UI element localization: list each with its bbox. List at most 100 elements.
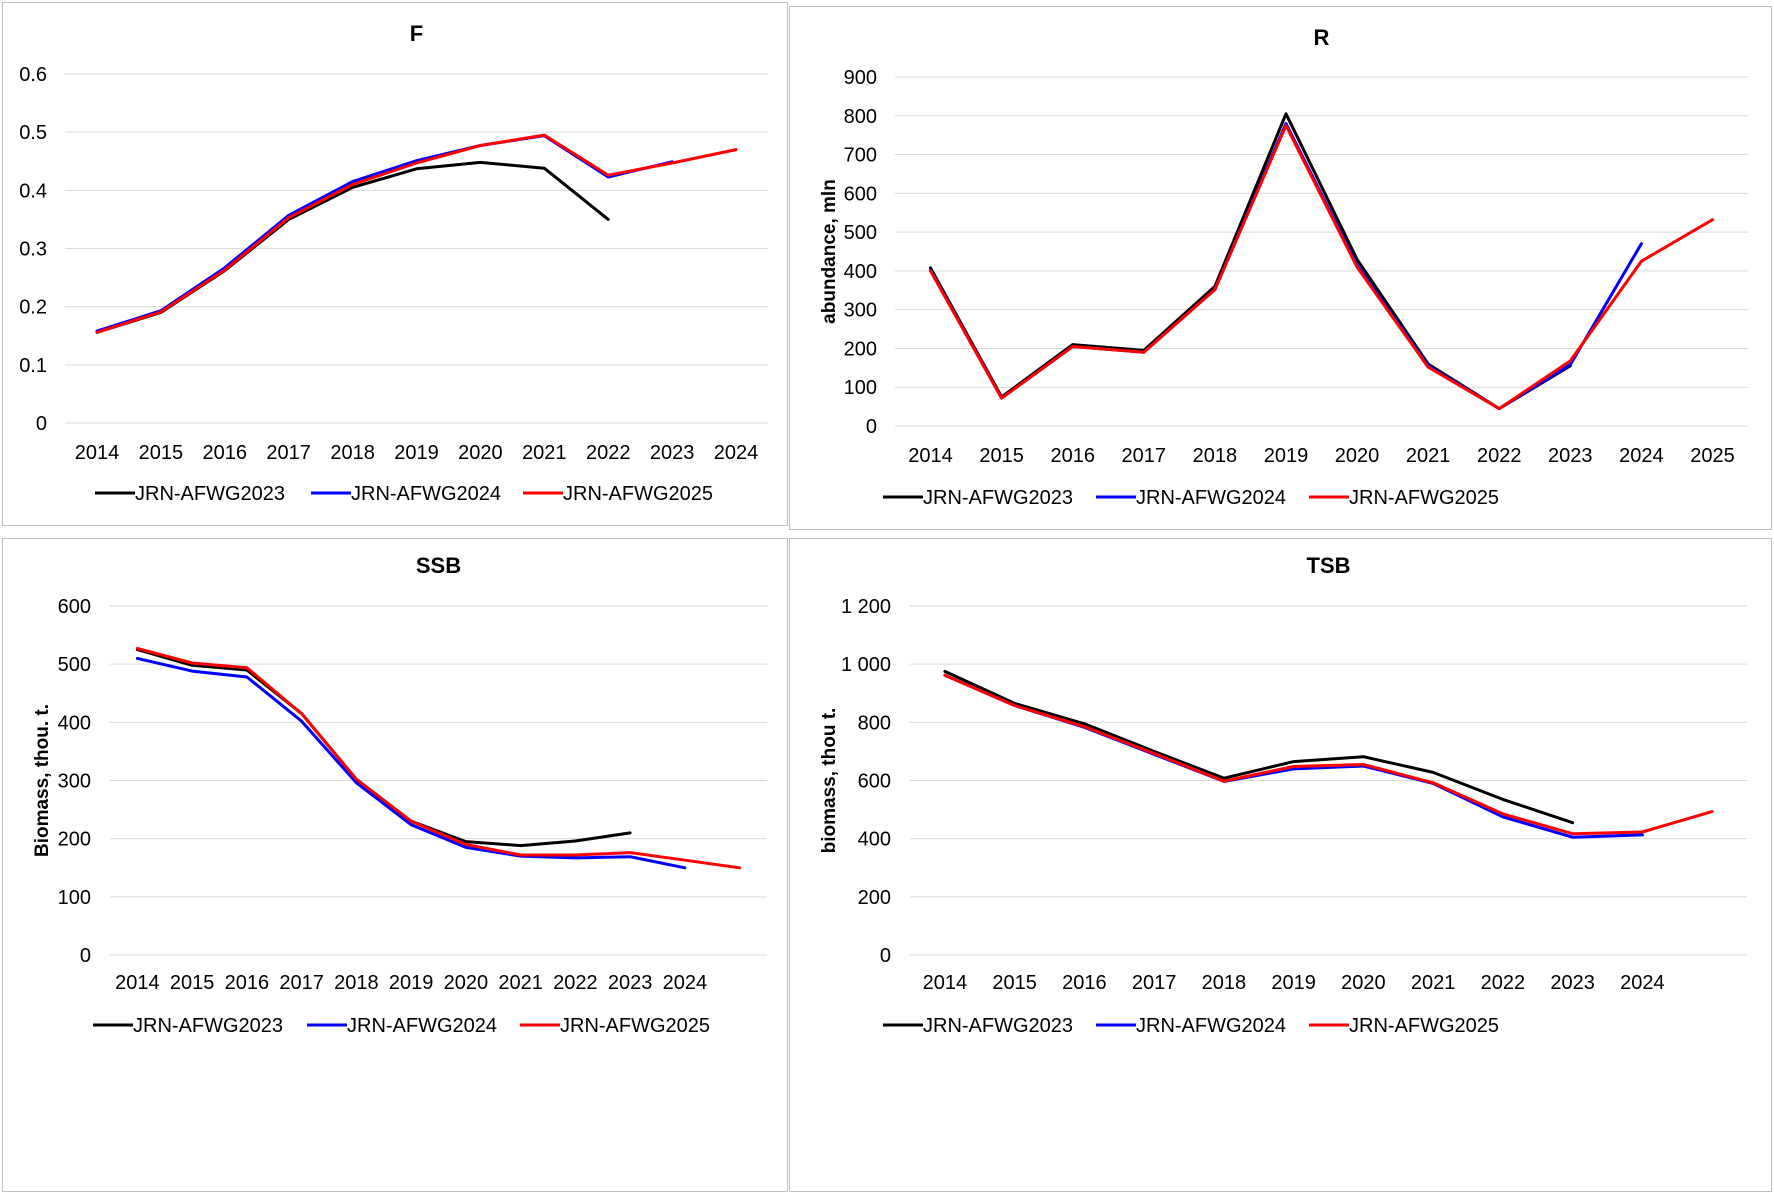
legend-label-r-jrn-afwg2025: JRN-AFWG2025 xyxy=(1349,487,1499,509)
x-tick-label-f: 2019 xyxy=(394,442,439,464)
x-tick-label-r: 2020 xyxy=(1335,445,1380,467)
y-tick-label-r: 0 xyxy=(866,416,877,438)
legend-label-r-jrn-afwg2024: JRN-AFWG2024 xyxy=(1136,487,1286,509)
x-tick-label-ssb: 2015 xyxy=(170,972,215,994)
x-tick-label-f: 2023 xyxy=(650,442,695,464)
chart-panel-f: F 0 0.1 0.2 0.3 0.4 0.5 0.6 2014 2015 2016 2017 2018… xyxy=(2,2,788,526)
x-tick-label-f: 2024 xyxy=(714,442,759,464)
x-tick-label-tsb: 2019 xyxy=(1271,972,1316,994)
y-tick-label-tsb: 600 xyxy=(858,771,891,793)
x-tick-label-ssb: 2024 xyxy=(663,972,708,994)
x-tick-label-ssb: 2017 xyxy=(279,972,324,994)
series-line-r-jrn-afwg2024 xyxy=(929,122,1643,411)
x-tick-label-r: 2021 xyxy=(1406,445,1451,467)
chart-f: F 0 0.1 0.2 0.3 0.4 0.5 0.6 2014 2015 2016 2017 2018… xyxy=(19,21,768,505)
x-tick-label-ssb: 2022 xyxy=(553,972,598,994)
series-line-tsb-jrn-afwg2025 xyxy=(943,673,1714,836)
series-line-f-jrn-afwg2024 xyxy=(95,134,674,333)
chart-tsb: TSB 0 200 400 600 800 1 000 1 200 2014 2015 2016 20… xyxy=(819,553,1747,1037)
chart-title-f: F xyxy=(410,21,423,46)
y-tick-label-f: 0.2 xyxy=(19,297,47,319)
y-tick-label-r: 700 xyxy=(844,145,877,167)
y-tick-label-tsb: 1 200 xyxy=(841,596,891,618)
x-tick-label-tsb: 2024 xyxy=(1620,972,1665,994)
y-tick-label-ssb: 600 xyxy=(58,596,91,618)
y-axis-label-tsb: biomass, thou t. xyxy=(819,708,840,854)
x-tick-label-ssb: 2016 xyxy=(225,972,270,994)
x-tick-label-tsb: 2015 xyxy=(992,972,1037,994)
x-tick-label-r: 2019 xyxy=(1264,445,1309,467)
y-tick-label-f: 0.1 xyxy=(19,355,47,377)
y-tick-label-r: 400 xyxy=(844,261,877,283)
x-tick-label-tsb: 2017 xyxy=(1132,972,1177,994)
x-tick-label-ssb: 2014 xyxy=(115,972,160,994)
chart-panel-tsb: TSB 0 200 400 600 800 1 000 1 200 2014 2015 2016 20… xyxy=(789,538,1772,1192)
y-tick-label-r: 800 xyxy=(844,106,877,128)
x-tick-label-f: 2016 xyxy=(203,442,248,464)
chart-panel-r: R 0 100 200 300 400 500 600 700 800 900 2014 2015 201… xyxy=(789,6,1772,530)
x-tick-label-r: 2017 xyxy=(1122,445,1167,467)
chart-panel-ssb: SSB 0 100 200 300 400 500 600 2014 2015 2016 2017 20… xyxy=(2,538,788,1192)
x-tick-label-tsb: 2021 xyxy=(1411,972,1456,994)
chart-ssb: SSB 0 100 200 300 400 500 600 2014 2015 2016 2017 20… xyxy=(32,553,767,1037)
x-tick-label-r: 2025 xyxy=(1690,445,1735,467)
x-tick-label-tsb: 2018 xyxy=(1202,972,1247,994)
y-tick-label-r: 900 xyxy=(844,67,877,89)
x-tick-label-ssb: 2020 xyxy=(444,972,489,994)
legend-label-ssb-jrn-afwg2024: JRN-AFWG2024 xyxy=(347,1015,497,1037)
x-tick-label-r: 2015 xyxy=(979,445,1024,467)
y-axis-label-r: abundance, mln xyxy=(819,179,840,324)
x-tick-label-tsb: 2014 xyxy=(923,972,968,994)
series-line-r-jrn-afwg2025 xyxy=(929,124,1714,411)
chart-title-r: R xyxy=(1314,25,1330,50)
series-line-tsb-jrn-afwg2023 xyxy=(943,669,1575,825)
series-line-tsb-jrn-afwg2024 xyxy=(943,673,1644,839)
y-tick-label-f: 0.5 xyxy=(19,122,47,144)
x-tick-label-r: 2014 xyxy=(908,445,953,467)
series-line-ssb-jrn-afwg2023 xyxy=(135,648,632,848)
y-tick-label-tsb: 800 xyxy=(858,712,891,734)
y-tick-label-ssb: 300 xyxy=(58,771,91,793)
y-tick-label-r: 200 xyxy=(844,338,877,360)
y-tick-label-tsb: 400 xyxy=(858,829,891,851)
y-tick-label-f: 0.3 xyxy=(19,239,47,261)
y-tick-label-r: 300 xyxy=(844,300,877,322)
legend-label-tsb-jrn-afwg2025: JRN-AFWG2025 xyxy=(1349,1015,1499,1037)
y-tick-label-ssb: 500 xyxy=(58,654,91,676)
x-tick-label-r: 2022 xyxy=(1477,445,1522,467)
y-tick-label-ssb: 200 xyxy=(58,829,91,851)
series-line-f-jrn-afwg2025 xyxy=(95,133,738,334)
y-tick-label-r: 600 xyxy=(844,183,877,205)
legend-label-tsb-jrn-afwg2023: JRN-AFWG2023 xyxy=(923,1015,1073,1037)
x-tick-label-r: 2018 xyxy=(1193,445,1238,467)
x-tick-label-tsb: 2023 xyxy=(1550,972,1595,994)
x-tick-label-ssb: 2023 xyxy=(608,972,653,994)
y-tick-label-f: 0.6 xyxy=(19,64,47,86)
y-tick-label-ssb: 400 xyxy=(58,712,91,734)
x-tick-label-f: 2018 xyxy=(330,442,375,464)
series-line-ssb-jrn-afwg2025 xyxy=(135,647,742,870)
legend-label-r-jrn-afwg2023: JRN-AFWG2023 xyxy=(923,487,1073,509)
y-axis-label-ssb: Biomass, thou. t. xyxy=(32,704,53,857)
y-tick-label-f: 0 xyxy=(36,413,47,435)
legend-label-ssb-jrn-afwg2023: JRN-AFWG2023 xyxy=(133,1015,283,1037)
x-tick-label-f: 2022 xyxy=(586,442,631,464)
x-tick-label-tsb: 2020 xyxy=(1341,972,1386,994)
x-tick-label-tsb: 2022 xyxy=(1481,972,1526,994)
x-tick-label-ssb: 2021 xyxy=(498,972,543,994)
y-tick-label-ssb: 100 xyxy=(58,887,91,909)
series-line-r-jrn-afwg2023 xyxy=(929,112,1572,411)
x-tick-label-r: 2024 xyxy=(1619,445,1664,467)
y-tick-label-tsb: 200 xyxy=(858,887,891,909)
x-tick-label-f: 2021 xyxy=(522,442,567,464)
legend-label-f-jrn-afwg2025: JRN-AFWG2025 xyxy=(563,483,713,505)
chart-r: R 0 100 200 300 400 500 600 700 800 900 2014 2015 201… xyxy=(819,25,1748,509)
x-tick-label-tsb: 2016 xyxy=(1062,972,1107,994)
y-tick-label-f: 0.4 xyxy=(19,180,47,202)
x-tick-label-f: 2017 xyxy=(266,442,311,464)
legend-label-f-jrn-afwg2023: JRN-AFWG2023 xyxy=(135,483,285,505)
y-tick-label-tsb: 1 000 xyxy=(841,654,891,676)
y-tick-label-r: 500 xyxy=(844,222,877,244)
x-tick-label-ssb: 2019 xyxy=(389,972,434,994)
series-line-ssb-jrn-afwg2024 xyxy=(135,656,687,870)
